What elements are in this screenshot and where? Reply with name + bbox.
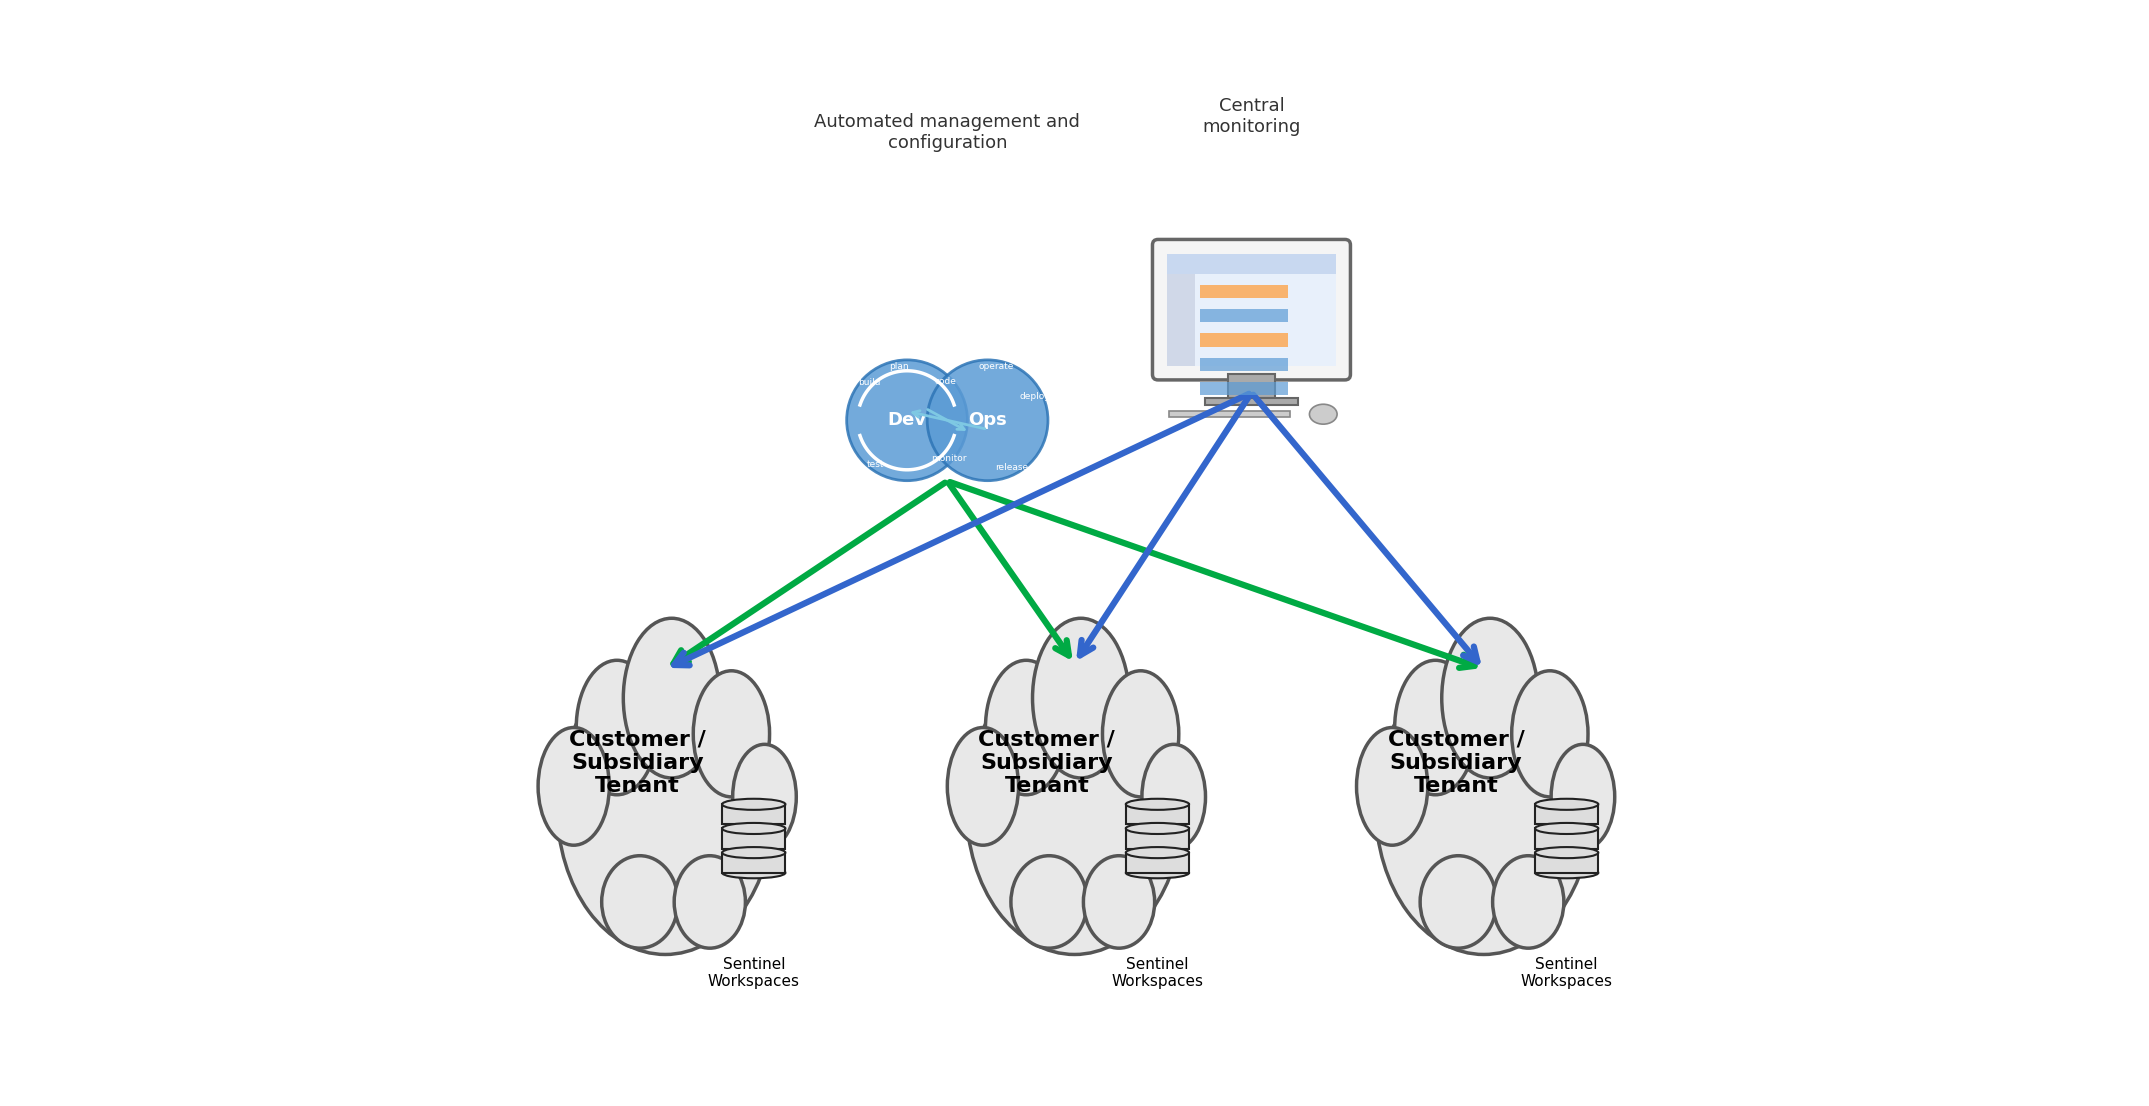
Text: Dev: Dev (888, 411, 926, 429)
Ellipse shape (1534, 847, 1599, 858)
Text: test: test (866, 460, 883, 469)
Bar (1167, 274, 1195, 365)
Text: Automated management and
configuration: Automated management and configuration (814, 113, 1081, 153)
Bar (1227, 375, 1274, 398)
Text: Sentinel
Workspaces: Sentinel Workspaces (1521, 957, 1612, 990)
FancyBboxPatch shape (1152, 240, 1350, 380)
Bar (1199, 285, 1287, 299)
Ellipse shape (722, 823, 784, 834)
Ellipse shape (722, 867, 784, 878)
Bar (1534, 804, 1599, 824)
Ellipse shape (1309, 405, 1337, 425)
Ellipse shape (1494, 856, 1564, 948)
Ellipse shape (675, 856, 746, 948)
Bar (1199, 310, 1287, 323)
Ellipse shape (1442, 618, 1539, 778)
Bar (1169, 411, 1289, 417)
Ellipse shape (1534, 799, 1599, 810)
Ellipse shape (1083, 856, 1154, 948)
Ellipse shape (1552, 744, 1614, 849)
Ellipse shape (1141, 744, 1206, 849)
Ellipse shape (623, 618, 720, 778)
Bar (722, 828, 784, 848)
Text: Central
monitoring: Central monitoring (1201, 96, 1300, 136)
Text: Customer /
Subsidiary
Tenant: Customer / Subsidiary Tenant (978, 730, 1115, 796)
Bar (1167, 254, 1337, 365)
Ellipse shape (986, 660, 1066, 795)
Bar (1534, 853, 1599, 873)
Ellipse shape (557, 660, 774, 954)
Ellipse shape (967, 660, 1182, 954)
Text: build: build (857, 378, 881, 387)
Ellipse shape (1126, 823, 1188, 834)
Bar (1199, 358, 1287, 372)
Ellipse shape (1534, 823, 1599, 834)
Ellipse shape (1102, 670, 1180, 796)
Ellipse shape (602, 856, 677, 948)
Bar (1206, 398, 1298, 406)
Ellipse shape (722, 847, 784, 858)
Bar (1534, 828, 1599, 848)
Ellipse shape (1126, 867, 1188, 878)
Text: Ops: Ops (969, 411, 1008, 429)
Ellipse shape (1395, 660, 1476, 795)
Circle shape (926, 359, 1049, 481)
Bar (722, 804, 784, 824)
Text: operate: operate (978, 362, 1014, 372)
Ellipse shape (1534, 867, 1599, 878)
Ellipse shape (1126, 799, 1188, 810)
Circle shape (847, 359, 967, 481)
Text: deploy: deploy (1019, 392, 1051, 400)
Bar (1126, 828, 1188, 848)
Ellipse shape (576, 660, 658, 795)
Ellipse shape (537, 728, 610, 845)
Bar (1199, 383, 1287, 396)
Ellipse shape (1511, 670, 1588, 796)
Bar (1126, 853, 1188, 873)
Ellipse shape (1420, 856, 1496, 948)
Bar (722, 853, 784, 873)
Text: monitor: monitor (931, 455, 967, 463)
Text: Customer /
Subsidiary
Tenant: Customer / Subsidiary Tenant (1388, 730, 1524, 796)
Ellipse shape (948, 728, 1019, 845)
Text: plan: plan (890, 362, 909, 372)
Ellipse shape (722, 799, 784, 810)
Bar (1167, 254, 1337, 274)
Ellipse shape (1375, 660, 1592, 954)
Ellipse shape (694, 670, 769, 796)
Ellipse shape (1356, 728, 1427, 845)
Text: Sentinel
Workspaces: Sentinel Workspaces (1111, 957, 1203, 990)
Bar (1126, 804, 1188, 824)
Text: code: code (935, 377, 956, 386)
Ellipse shape (1126, 847, 1188, 858)
Text: release: release (995, 463, 1027, 472)
Text: Customer /
Subsidiary
Tenant: Customer / Subsidiary Tenant (569, 730, 707, 796)
Ellipse shape (1032, 618, 1128, 778)
Ellipse shape (1010, 856, 1087, 948)
Ellipse shape (733, 744, 797, 849)
Bar (1199, 334, 1287, 347)
Text: Sentinel
Workspaces: Sentinel Workspaces (707, 957, 799, 990)
